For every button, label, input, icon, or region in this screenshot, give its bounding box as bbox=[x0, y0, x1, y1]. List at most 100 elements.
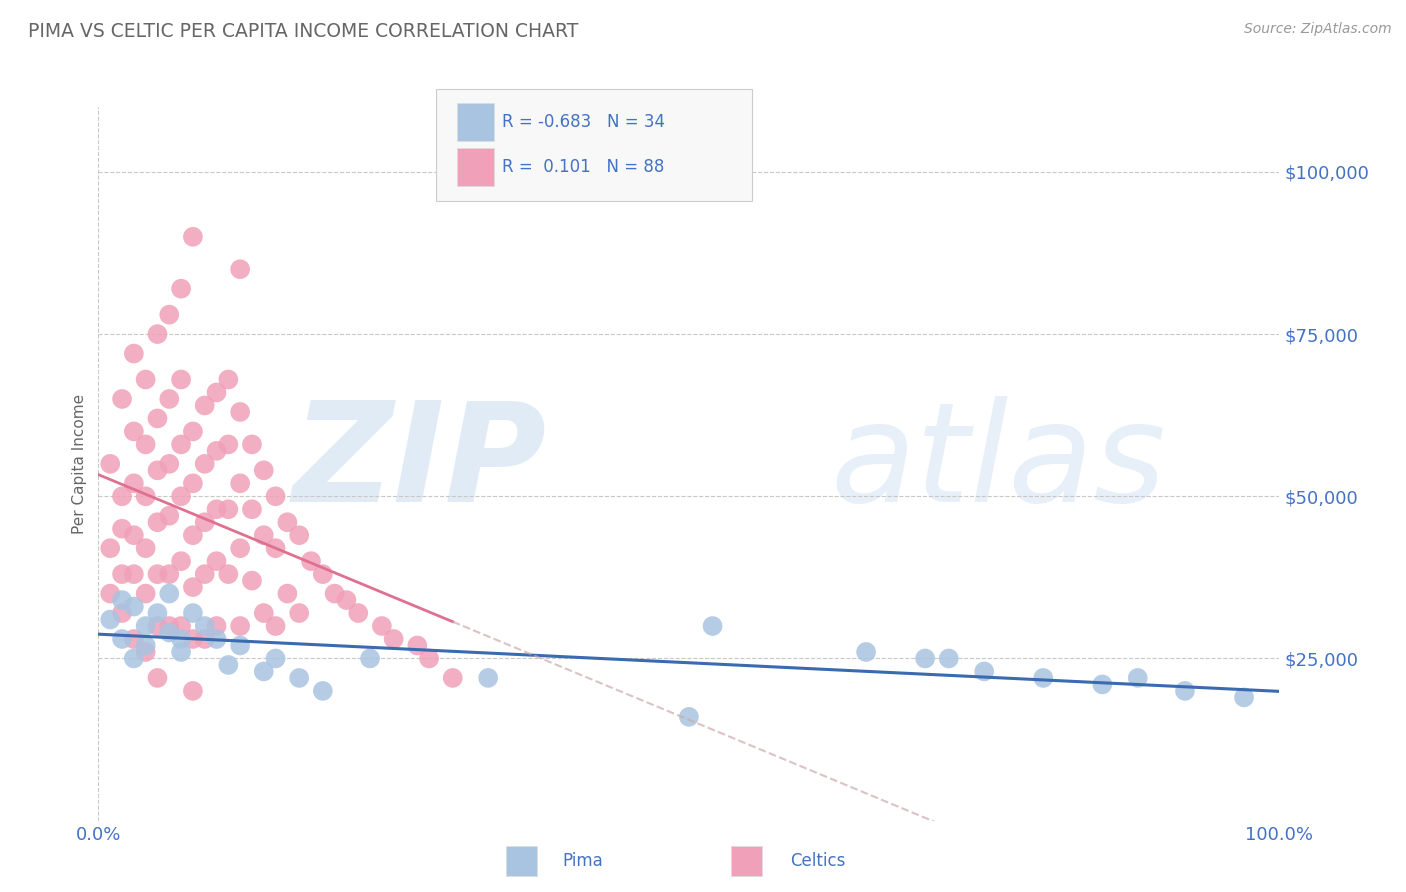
Point bbox=[111, 593, 134, 607]
Point bbox=[157, 586, 180, 600]
Point bbox=[276, 515, 298, 529]
Point bbox=[122, 476, 145, 491]
Point bbox=[240, 574, 263, 588]
Point bbox=[122, 651, 145, 665]
Point bbox=[229, 639, 252, 653]
Point bbox=[135, 645, 157, 659]
Point bbox=[111, 567, 134, 582]
Point bbox=[205, 443, 228, 458]
Point bbox=[217, 567, 239, 582]
Point bbox=[111, 632, 134, 646]
Point bbox=[229, 405, 252, 419]
Text: PIMA VS CELTIC PER CAPITA INCOME CORRELATION CHART: PIMA VS CELTIC PER CAPITA INCOME CORRELA… bbox=[28, 22, 578, 41]
Point bbox=[1174, 684, 1197, 698]
Point bbox=[678, 710, 700, 724]
Point bbox=[122, 599, 145, 614]
Point bbox=[359, 651, 381, 665]
Point bbox=[122, 528, 145, 542]
Point bbox=[264, 619, 287, 633]
Point bbox=[146, 567, 169, 582]
Point bbox=[170, 489, 193, 503]
Point bbox=[146, 619, 169, 633]
Point bbox=[181, 528, 204, 542]
Point bbox=[253, 528, 276, 542]
Point bbox=[205, 385, 228, 400]
Point bbox=[170, 554, 193, 568]
Point bbox=[312, 684, 335, 698]
Point bbox=[122, 425, 145, 439]
Point bbox=[111, 489, 134, 503]
Point bbox=[181, 580, 204, 594]
Point bbox=[157, 392, 180, 406]
Point bbox=[253, 463, 276, 477]
Point bbox=[229, 476, 252, 491]
Point bbox=[146, 411, 169, 425]
Point bbox=[264, 541, 287, 556]
Point bbox=[477, 671, 499, 685]
Point bbox=[170, 437, 193, 451]
Point bbox=[181, 606, 204, 620]
Point bbox=[135, 639, 157, 653]
Point bbox=[146, 515, 169, 529]
Point bbox=[135, 489, 157, 503]
Point bbox=[194, 457, 217, 471]
Point bbox=[181, 476, 204, 491]
Point bbox=[1233, 690, 1256, 705]
Point bbox=[702, 619, 724, 633]
Point bbox=[914, 651, 936, 665]
Point bbox=[973, 665, 995, 679]
Point bbox=[217, 437, 239, 451]
Point bbox=[170, 632, 193, 646]
Point bbox=[276, 586, 298, 600]
Point bbox=[264, 489, 287, 503]
Point bbox=[157, 619, 180, 633]
Point bbox=[135, 372, 157, 386]
Point bbox=[240, 502, 263, 516]
Point bbox=[122, 567, 145, 582]
Point bbox=[205, 554, 228, 568]
Point bbox=[217, 372, 239, 386]
Point bbox=[135, 619, 157, 633]
Point bbox=[229, 541, 252, 556]
Point bbox=[146, 671, 169, 685]
Point bbox=[253, 665, 276, 679]
Point bbox=[1126, 671, 1149, 685]
Point bbox=[371, 619, 394, 633]
Point bbox=[111, 606, 134, 620]
Point bbox=[288, 671, 311, 685]
Point bbox=[135, 586, 157, 600]
Point bbox=[146, 463, 169, 477]
Point bbox=[194, 515, 217, 529]
Point bbox=[157, 308, 180, 322]
Point bbox=[98, 613, 121, 627]
Point bbox=[157, 625, 180, 640]
Text: ZIP: ZIP bbox=[292, 396, 547, 532]
Point bbox=[217, 657, 239, 672]
Point bbox=[122, 346, 145, 360]
Point bbox=[170, 282, 193, 296]
Text: R =  0.101   N = 88: R = 0.101 N = 88 bbox=[502, 158, 664, 176]
Point bbox=[1032, 671, 1054, 685]
Point bbox=[135, 541, 157, 556]
Point bbox=[146, 606, 169, 620]
Point bbox=[855, 645, 877, 659]
Point bbox=[181, 632, 204, 646]
Point bbox=[441, 671, 464, 685]
Text: Celtics: Celtics bbox=[790, 852, 845, 870]
Point bbox=[135, 437, 157, 451]
Point bbox=[335, 593, 357, 607]
Point bbox=[1091, 677, 1114, 691]
Point bbox=[264, 651, 287, 665]
Point bbox=[205, 619, 228, 633]
Point bbox=[146, 327, 169, 342]
Point bbox=[181, 229, 204, 244]
Point bbox=[288, 528, 311, 542]
Point bbox=[288, 606, 311, 620]
Point bbox=[170, 619, 193, 633]
Point bbox=[299, 554, 322, 568]
Point bbox=[205, 502, 228, 516]
Point bbox=[229, 619, 252, 633]
Point bbox=[323, 586, 346, 600]
Point bbox=[205, 632, 228, 646]
Point bbox=[938, 651, 960, 665]
